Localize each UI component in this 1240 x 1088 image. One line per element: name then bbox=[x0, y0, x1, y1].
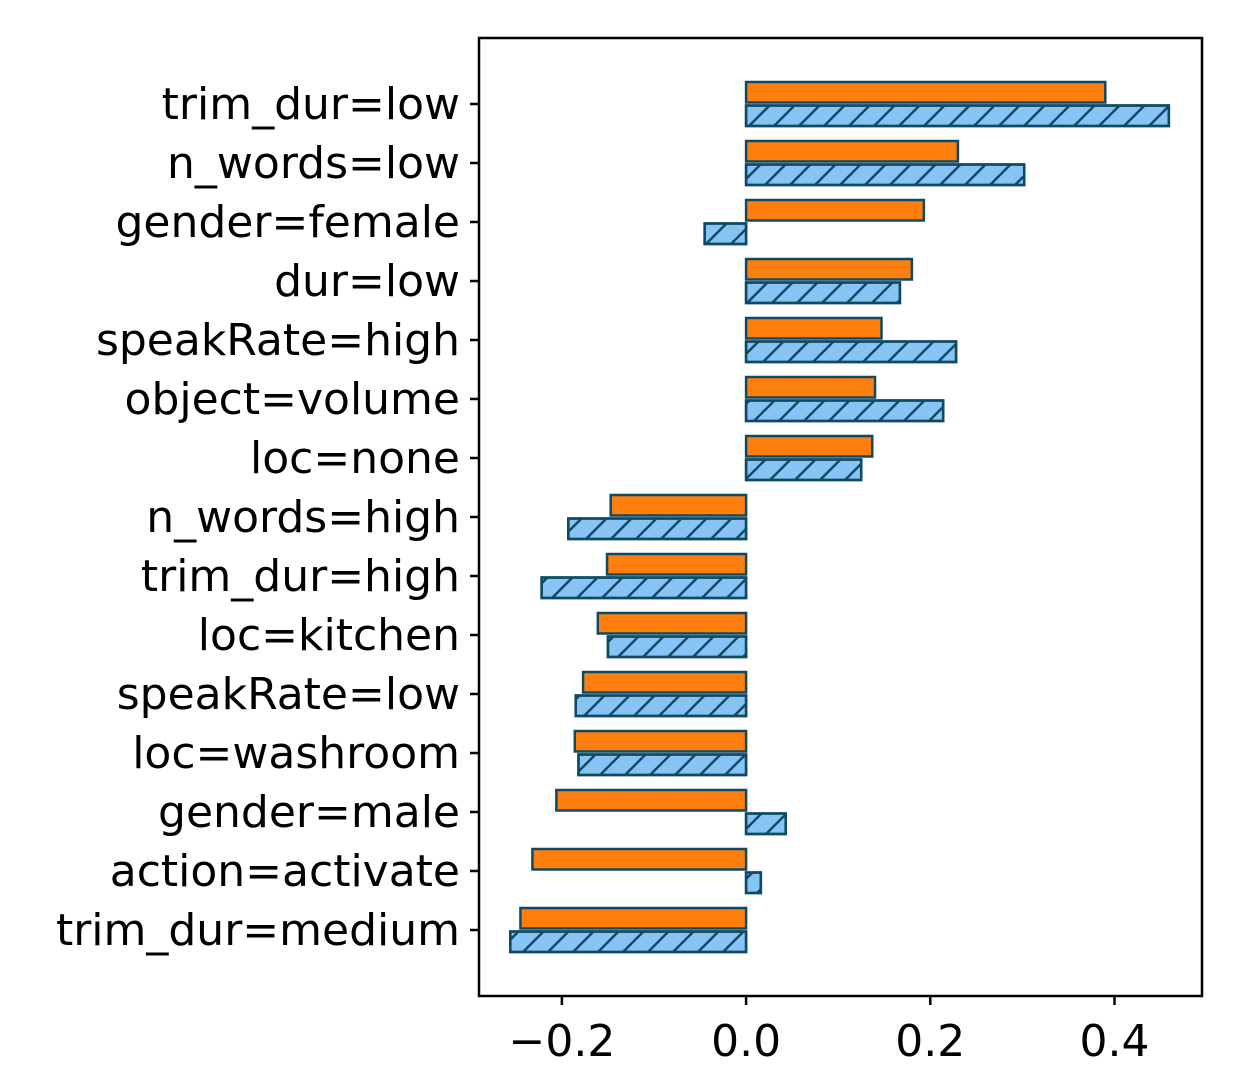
bar-hatch-2 bbox=[703, 222, 748, 246]
y-tick-label: action=activate bbox=[110, 846, 460, 897]
y-tick-label: gender=male bbox=[158, 787, 460, 838]
bar-orange-7 bbox=[609, 493, 748, 517]
bar-hatch-6 bbox=[744, 458, 863, 482]
bar-hatch-7 bbox=[567, 517, 748, 541]
y-tick-label: gender=female bbox=[115, 197, 460, 248]
y-tick-label: trim_dur=low bbox=[162, 79, 460, 130]
bar-orange-8 bbox=[605, 552, 748, 576]
y-tick-label: loc=none bbox=[250, 433, 460, 484]
bar-hatch-5 bbox=[744, 399, 945, 423]
y-tick-label: loc=kitchen bbox=[198, 610, 460, 661]
bar-hatch-8 bbox=[540, 576, 748, 600]
y-tick-label: n_words=high bbox=[146, 492, 460, 543]
bar-orange-1 bbox=[744, 139, 960, 163]
bar-hatch-3 bbox=[744, 281, 902, 305]
bar-orange-11 bbox=[573, 729, 748, 753]
y-tick-label: dur=low bbox=[274, 256, 460, 307]
bar-orange-9 bbox=[596, 611, 748, 635]
bar-hatch-0 bbox=[744, 104, 1171, 128]
x-tick-label: 0.0 bbox=[711, 1016, 781, 1067]
bar-hatch-14 bbox=[509, 930, 748, 954]
x-tick-label: 0.2 bbox=[895, 1016, 965, 1067]
bar-orange-14 bbox=[519, 906, 748, 930]
bar-hatch-11 bbox=[577, 753, 748, 777]
y-tick-label: loc=washroom bbox=[132, 728, 460, 779]
bar-orange-3 bbox=[744, 257, 914, 281]
bars-layer bbox=[509, 80, 1171, 954]
bar-orange-4 bbox=[744, 316, 883, 340]
y-tick-label: trim_dur=medium bbox=[56, 905, 460, 956]
bar-orange-10 bbox=[581, 670, 748, 694]
y-tick-label: speakRate=low bbox=[117, 669, 460, 720]
y-tick-label: object=volume bbox=[125, 374, 460, 425]
bar-hatch-1 bbox=[744, 163, 1026, 187]
bar-hatch-13 bbox=[744, 871, 763, 895]
bar-orange-5 bbox=[744, 375, 877, 399]
bar-orange-0 bbox=[744, 80, 1107, 104]
y-tick-label: n_words=low bbox=[167, 138, 460, 189]
y-tick-label: trim_dur=high bbox=[141, 551, 460, 602]
bar-hatch-10 bbox=[574, 694, 748, 718]
bar-orange-6 bbox=[744, 434, 874, 458]
x-tick-label: 0.4 bbox=[1080, 1016, 1150, 1067]
bar-orange-13 bbox=[531, 847, 748, 871]
bar-hatch-12 bbox=[744, 812, 787, 836]
bar-orange-2 bbox=[744, 198, 926, 222]
x-tick-label: −0.2 bbox=[508, 1016, 615, 1067]
x-axis: −0.2 0.0 0.2 0.4 bbox=[508, 996, 1149, 1067]
y-axis: trim_dur=low n_words=low gender=female dur=… bbox=[56, 79, 479, 956]
bar-hatch-4 bbox=[744, 340, 958, 364]
bar-hatch-9 bbox=[606, 635, 748, 659]
y-tick-label: speakRate=high bbox=[96, 315, 460, 366]
bar-orange-12 bbox=[555, 788, 748, 812]
